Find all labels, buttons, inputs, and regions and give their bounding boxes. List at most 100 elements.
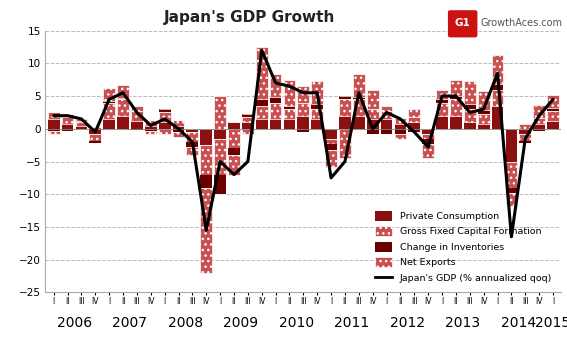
Bar bbox=[422, 129, 434, 134]
Bar bbox=[395, 123, 407, 129]
Bar bbox=[117, 85, 129, 98]
Bar bbox=[298, 129, 309, 132]
Bar bbox=[492, 89, 503, 106]
Bar bbox=[242, 129, 254, 134]
Bar bbox=[242, 122, 254, 129]
Bar bbox=[284, 109, 295, 119]
Bar bbox=[478, 123, 489, 129]
Bar bbox=[478, 91, 489, 110]
Bar bbox=[172, 120, 184, 125]
Bar bbox=[48, 131, 60, 134]
Bar bbox=[75, 125, 87, 129]
Bar bbox=[547, 108, 559, 111]
Bar bbox=[103, 103, 115, 119]
Bar bbox=[117, 98, 129, 99]
Legend: Private Consumption, Gross Fixed Capital Formation, Change in Inventories, Net E: Private Consumption, Gross Fixed Capital… bbox=[370, 206, 557, 288]
Bar bbox=[270, 74, 281, 97]
Bar bbox=[450, 99, 462, 116]
Bar bbox=[533, 123, 545, 129]
Bar bbox=[145, 129, 156, 131]
Bar bbox=[172, 132, 184, 137]
Bar bbox=[187, 132, 198, 142]
Bar bbox=[90, 140, 101, 142]
Bar bbox=[478, 114, 489, 123]
Bar bbox=[325, 129, 337, 139]
Bar bbox=[533, 105, 545, 118]
Bar bbox=[464, 104, 476, 109]
Bar bbox=[506, 162, 517, 188]
Bar bbox=[339, 116, 351, 129]
Bar bbox=[187, 147, 198, 155]
Bar bbox=[270, 97, 281, 103]
Bar bbox=[506, 129, 517, 162]
Bar bbox=[339, 96, 351, 99]
Bar bbox=[353, 97, 365, 99]
Bar bbox=[103, 119, 115, 129]
Bar bbox=[395, 118, 407, 123]
Bar bbox=[408, 109, 420, 117]
Bar bbox=[478, 110, 489, 114]
Bar bbox=[339, 99, 351, 116]
Bar bbox=[325, 150, 337, 167]
Bar bbox=[103, 101, 115, 103]
Bar bbox=[200, 175, 212, 188]
Bar bbox=[519, 129, 531, 134]
Bar bbox=[284, 80, 295, 106]
Bar bbox=[172, 129, 184, 132]
Bar bbox=[75, 119, 87, 121]
Bar bbox=[450, 96, 462, 99]
Bar bbox=[256, 99, 268, 106]
Bar bbox=[450, 116, 462, 129]
Bar bbox=[395, 134, 407, 139]
Bar bbox=[367, 89, 379, 109]
Bar bbox=[311, 104, 323, 109]
Bar bbox=[519, 140, 531, 142]
Bar bbox=[547, 111, 559, 121]
Bar bbox=[367, 129, 379, 134]
Bar bbox=[325, 144, 337, 150]
Bar bbox=[242, 117, 254, 122]
Bar bbox=[533, 129, 545, 131]
Bar bbox=[519, 123, 531, 129]
Bar bbox=[298, 116, 309, 129]
Bar bbox=[464, 122, 476, 129]
Bar bbox=[256, 119, 268, 129]
Bar bbox=[75, 121, 87, 122]
Bar bbox=[436, 116, 448, 129]
Bar bbox=[75, 122, 87, 125]
Text: G1: G1 bbox=[455, 18, 471, 28]
Bar bbox=[145, 120, 156, 125]
Bar bbox=[436, 99, 448, 103]
Bar bbox=[90, 134, 101, 140]
Bar bbox=[256, 47, 268, 99]
Bar bbox=[131, 129, 143, 130]
Bar bbox=[145, 131, 156, 134]
Bar bbox=[492, 106, 503, 129]
Bar bbox=[214, 175, 226, 194]
Bar bbox=[62, 114, 74, 117]
Bar bbox=[464, 81, 476, 104]
Bar bbox=[256, 106, 268, 119]
Bar bbox=[353, 99, 365, 116]
Bar bbox=[214, 96, 226, 129]
Bar bbox=[284, 119, 295, 129]
Bar bbox=[159, 122, 171, 129]
Bar bbox=[450, 80, 462, 96]
Bar bbox=[422, 139, 434, 144]
Bar bbox=[492, 84, 503, 89]
Bar bbox=[367, 109, 379, 119]
Bar bbox=[311, 119, 323, 129]
Bar bbox=[117, 116, 129, 129]
Bar bbox=[159, 109, 171, 113]
Bar bbox=[270, 119, 281, 129]
Bar bbox=[62, 123, 74, 129]
Bar bbox=[214, 139, 226, 175]
Bar bbox=[90, 128, 101, 129]
Bar bbox=[145, 125, 156, 129]
Bar bbox=[325, 139, 337, 144]
Bar bbox=[395, 129, 407, 134]
Bar bbox=[533, 118, 545, 123]
Bar bbox=[200, 188, 212, 273]
Bar bbox=[200, 129, 212, 145]
Bar bbox=[62, 129, 74, 131]
